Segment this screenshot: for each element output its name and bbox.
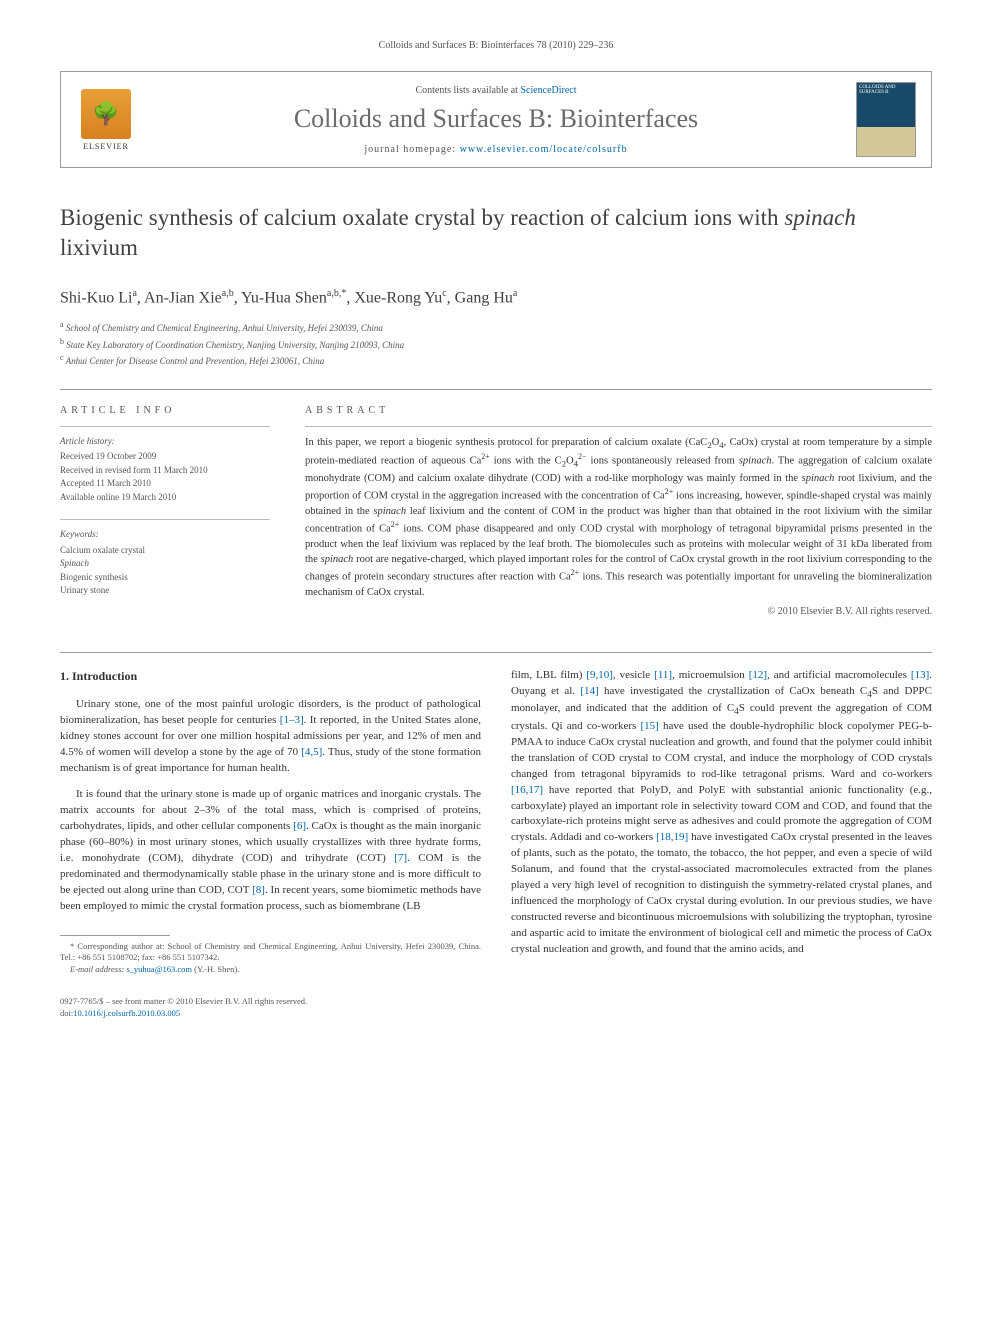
intro-paragraph-2: It is found that the urinary stone is ma… <box>60 787 481 915</box>
history-line: Accepted 11 March 2010 <box>60 477 270 491</box>
email-suffix: (Y.-H. Shen). <box>194 964 239 974</box>
history-line: Received in revised form 11 March 2010 <box>60 464 270 478</box>
email-label: E-mail address: <box>70 964 124 974</box>
doi-label: doi: <box>60 1008 73 1018</box>
affiliation-line: c Anhui Center for Disease Control and P… <box>60 352 932 369</box>
article-info-column: article info Article history: Received 1… <box>60 405 270 617</box>
abstract-label: abstract <box>305 405 932 416</box>
title-italic: spinach <box>784 205 856 230</box>
journal-name: Colloids and Surfaces B: Biointerfaces <box>151 104 841 134</box>
homepage-prefix: journal homepage: <box>364 144 459 155</box>
article-history-block: Article history: Received 19 October 200… <box>60 435 270 505</box>
history-line: Received 19 October 2009 <box>60 450 270 464</box>
article-info-label: article info <box>60 405 270 416</box>
intro-paragraph-3: film, LBL film) [9,10], vesicle [11], mi… <box>511 668 932 958</box>
footer-line-1: 0927-7765/$ – see front matter © 2010 El… <box>60 996 307 1006</box>
corresponding-author-footnote: * Corresponding author at: School of Che… <box>60 941 481 965</box>
elsevier-label: ELSEVIER <box>83 142 129 151</box>
footnote-divider <box>60 935 170 936</box>
article-title: Biogenic synthesis of calcium oxalate cr… <box>60 203 932 263</box>
history-line: Available online 19 March 2010 <box>60 491 270 505</box>
affiliation-line: b State Key Laboratory of Coordination C… <box>60 336 932 353</box>
affiliations: a School of Chemistry and Chemical Engin… <box>60 319 932 369</box>
doi-link[interactable]: 10.1016/j.colsurfb.2010.03.005 <box>73 1008 180 1018</box>
info-abstract-row: article info Article history: Received 1… <box>60 405 932 617</box>
journal-citation: Colloids and Surfaces B: Biointerfaces 7… <box>60 40 932 51</box>
info-divider-1 <box>60 426 270 427</box>
keyword-line: Spinach <box>60 557 270 571</box>
keyword-line: Urinary stone <box>60 584 270 598</box>
journal-cover-thumbnail: COLLOIDS AND SURFACES B <box>856 82 916 157</box>
body-column-right: film, LBL film) [9,10], vesicle [11], mi… <box>511 668 932 976</box>
footer-copyright: 0927-7765/$ – see front matter © 2010 El… <box>60 996 932 1020</box>
email-footnote: E-mail address: s_yuhua@163.com (Y.-H. S… <box>60 964 481 976</box>
history-label: Article history: <box>60 435 270 449</box>
affiliation-line: a School of Chemistry and Chemical Engin… <box>60 319 932 336</box>
title-part1: Biogenic synthesis of calcium oxalate cr… <box>60 205 784 230</box>
elsevier-logo: 🌳 ELSEVIER <box>76 85 136 155</box>
info-divider-2 <box>60 519 270 520</box>
keywords-block: Keywords: Calcium oxalate crystalSpinach… <box>60 528 270 598</box>
journal-header: 🌳 ELSEVIER Contents lists available at S… <box>60 71 932 168</box>
contents-prefix: Contents lists available at <box>415 85 520 96</box>
abstract-text: In this paper, we report a biogenic synt… <box>305 435 932 600</box>
email-link[interactable]: s_yuhua@163.com <box>126 964 192 974</box>
sciencedirect-link[interactable]: ScienceDirect <box>520 85 576 96</box>
abstract-copyright: © 2010 Elsevier B.V. All rights reserved… <box>305 606 932 617</box>
header-center: Contents lists available at ScienceDirec… <box>151 85 841 155</box>
body-column-left: 1. Introduction Urinary stone, one of th… <box>60 668 481 976</box>
body-columns: 1. Introduction Urinary stone, one of th… <box>60 668 932 976</box>
keyword-line: Calcium oxalate crystal <box>60 544 270 558</box>
author-list: Shi-Kuo Lia, An-Jian Xiea,b, Yu-Hua Shen… <box>60 288 932 307</box>
abstract-column: abstract In this paper, we report a biog… <box>305 405 932 617</box>
elsevier-tree-icon: 🌳 <box>81 89 131 139</box>
homepage-link[interactable]: www.elsevier.com/locate/colsurfb <box>460 144 628 155</box>
title-part2: lixivium <box>60 235 138 260</box>
divider-bottom <box>60 652 932 653</box>
introduction-heading: 1. Introduction <box>60 668 481 685</box>
keyword-line: Biogenic synthesis <box>60 571 270 585</box>
divider-top <box>60 389 932 390</box>
intro-paragraph-1: Urinary stone, one of the most painful u… <box>60 697 481 777</box>
abstract-divider <box>305 426 932 427</box>
keywords-label: Keywords: <box>60 528 270 542</box>
homepage-line: journal homepage: www.elsevier.com/locat… <box>151 144 841 155</box>
contents-available-line: Contents lists available at ScienceDirec… <box>151 85 841 96</box>
